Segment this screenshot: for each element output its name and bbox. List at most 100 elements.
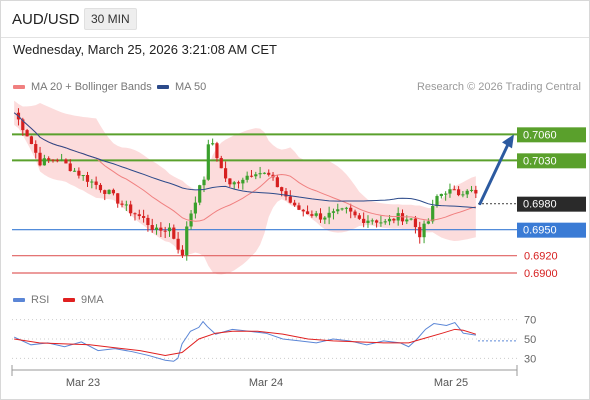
candle bbox=[331, 208, 336, 220]
chart-header: AUD/USD 30 MIN bbox=[1, 1, 589, 38]
level-tag-2 bbox=[517, 222, 586, 238]
candle-body bbox=[314, 213, 318, 216]
current-price-label: 0.6980 bbox=[523, 199, 557, 211]
candle-body bbox=[81, 175, 85, 177]
copyright: Research © 2026 Trading Central bbox=[416, 81, 581, 93]
candle-body bbox=[474, 189, 478, 194]
candle-body bbox=[349, 207, 353, 212]
candle bbox=[327, 206, 331, 225]
bollinger-band bbox=[14, 100, 476, 275]
candle bbox=[301, 208, 305, 217]
candle-body bbox=[245, 175, 249, 180]
candle-body bbox=[452, 189, 456, 191]
rsi-tick-2: 30 bbox=[524, 353, 536, 365]
candle-body bbox=[137, 214, 141, 217]
candle bbox=[452, 185, 456, 191]
legend-rsi: RSI bbox=[13, 294, 49, 306]
x-tick-label-2: Mar 25 bbox=[434, 377, 468, 389]
candle bbox=[474, 185, 478, 199]
candle-body bbox=[331, 211, 336, 213]
ma9-swatch bbox=[63, 298, 75, 302]
candle-body bbox=[426, 221, 430, 224]
level-label-4: 0.6900 bbox=[524, 268, 558, 280]
candle-body bbox=[150, 225, 154, 230]
candle bbox=[150, 218, 154, 233]
candle-body bbox=[211, 143, 215, 145]
candle-body bbox=[64, 159, 68, 164]
candle bbox=[465, 189, 469, 198]
candle-body bbox=[344, 207, 348, 209]
candle-body bbox=[94, 181, 98, 185]
candle bbox=[461, 191, 465, 198]
candle-body bbox=[129, 204, 133, 214]
candle-body bbox=[142, 216, 146, 218]
candle-body bbox=[34, 144, 38, 153]
timeframe-badge[interactable]: 30 MIN bbox=[84, 8, 137, 30]
timestamp: Wednesday, March 25, 2026 3:21:08 AM CET bbox=[13, 42, 277, 57]
candle-body bbox=[111, 189, 115, 194]
candle-body bbox=[176, 238, 180, 250]
candle bbox=[275, 175, 279, 188]
candle-body bbox=[465, 190, 469, 195]
candle bbox=[137, 209, 141, 220]
rsi-tick-0: 70 bbox=[524, 315, 536, 327]
candle-body bbox=[193, 202, 197, 214]
candle bbox=[366, 215, 370, 228]
candle-body bbox=[51, 159, 55, 161]
candle bbox=[34, 140, 38, 159]
candle bbox=[375, 219, 379, 228]
candle bbox=[47, 156, 51, 164]
level-label-0: 0.7060 bbox=[523, 129, 557, 141]
candle bbox=[297, 202, 301, 211]
candle-body bbox=[431, 205, 435, 222]
ma20-swatch bbox=[13, 85, 25, 89]
candle-body bbox=[288, 196, 292, 203]
candle bbox=[456, 186, 461, 197]
candle-body bbox=[267, 172, 271, 175]
candle bbox=[392, 218, 396, 224]
candle-body bbox=[336, 209, 340, 212]
candle-body bbox=[107, 189, 111, 194]
legend-ma9: 9MA bbox=[63, 294, 104, 306]
candle bbox=[25, 128, 29, 137]
rsi-ma9-line bbox=[14, 328, 476, 356]
candle-body bbox=[293, 202, 297, 206]
candle bbox=[163, 226, 167, 239]
candle-body bbox=[375, 220, 379, 223]
candle bbox=[284, 187, 288, 201]
candle bbox=[81, 174, 85, 181]
candle-body bbox=[124, 204, 128, 206]
forecast-arrow-shaft bbox=[478, 142, 510, 206]
candle bbox=[305, 205, 310, 215]
candle-body bbox=[461, 194, 465, 196]
candle-body bbox=[275, 177, 279, 188]
candle bbox=[336, 203, 340, 215]
candle-body bbox=[55, 160, 59, 162]
candle-body bbox=[362, 218, 366, 223]
candle bbox=[249, 169, 254, 178]
candle-body bbox=[85, 175, 90, 182]
ma50-swatch bbox=[157, 85, 169, 89]
candle bbox=[215, 141, 219, 162]
candle-body bbox=[305, 211, 310, 215]
candle-body bbox=[219, 158, 223, 169]
candle bbox=[293, 199, 297, 207]
candle-body bbox=[68, 163, 72, 172]
candle-body bbox=[297, 205, 301, 210]
candle bbox=[85, 171, 90, 187]
candle-body bbox=[159, 227, 163, 231]
candle bbox=[103, 189, 107, 201]
candle bbox=[254, 171, 258, 180]
candle-body bbox=[185, 226, 189, 256]
candle-body bbox=[409, 218, 413, 220]
candle bbox=[189, 210, 193, 230]
candle bbox=[418, 221, 422, 244]
legend-ma20-label: MA 20 + Bollinger Bands bbox=[31, 81, 152, 93]
candle-body bbox=[228, 178, 232, 185]
candle bbox=[211, 138, 215, 146]
candle bbox=[236, 180, 241, 189]
candle bbox=[107, 189, 111, 195]
candle bbox=[120, 200, 124, 208]
